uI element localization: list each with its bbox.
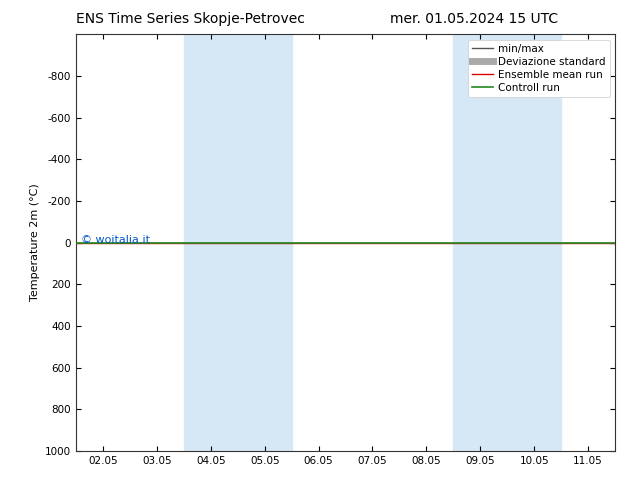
Bar [507,34,561,451]
Bar [184,34,238,451]
Text: ENS Time Series Skopje-Petrovec: ENS Time Series Skopje-Petrovec [76,12,305,26]
Bar [453,34,507,451]
Text: mer. 01.05.2024 15 UTC: mer. 01.05.2024 15 UTC [390,12,558,26]
Legend: min/max, Deviazione standard, Ensemble mean run, Controll run: min/max, Deviazione standard, Ensemble m… [468,40,610,97]
Text: © woitalia.it: © woitalia.it [81,236,150,245]
Y-axis label: Temperature 2m (°C): Temperature 2m (°C) [30,184,39,301]
Bar [238,34,292,451]
